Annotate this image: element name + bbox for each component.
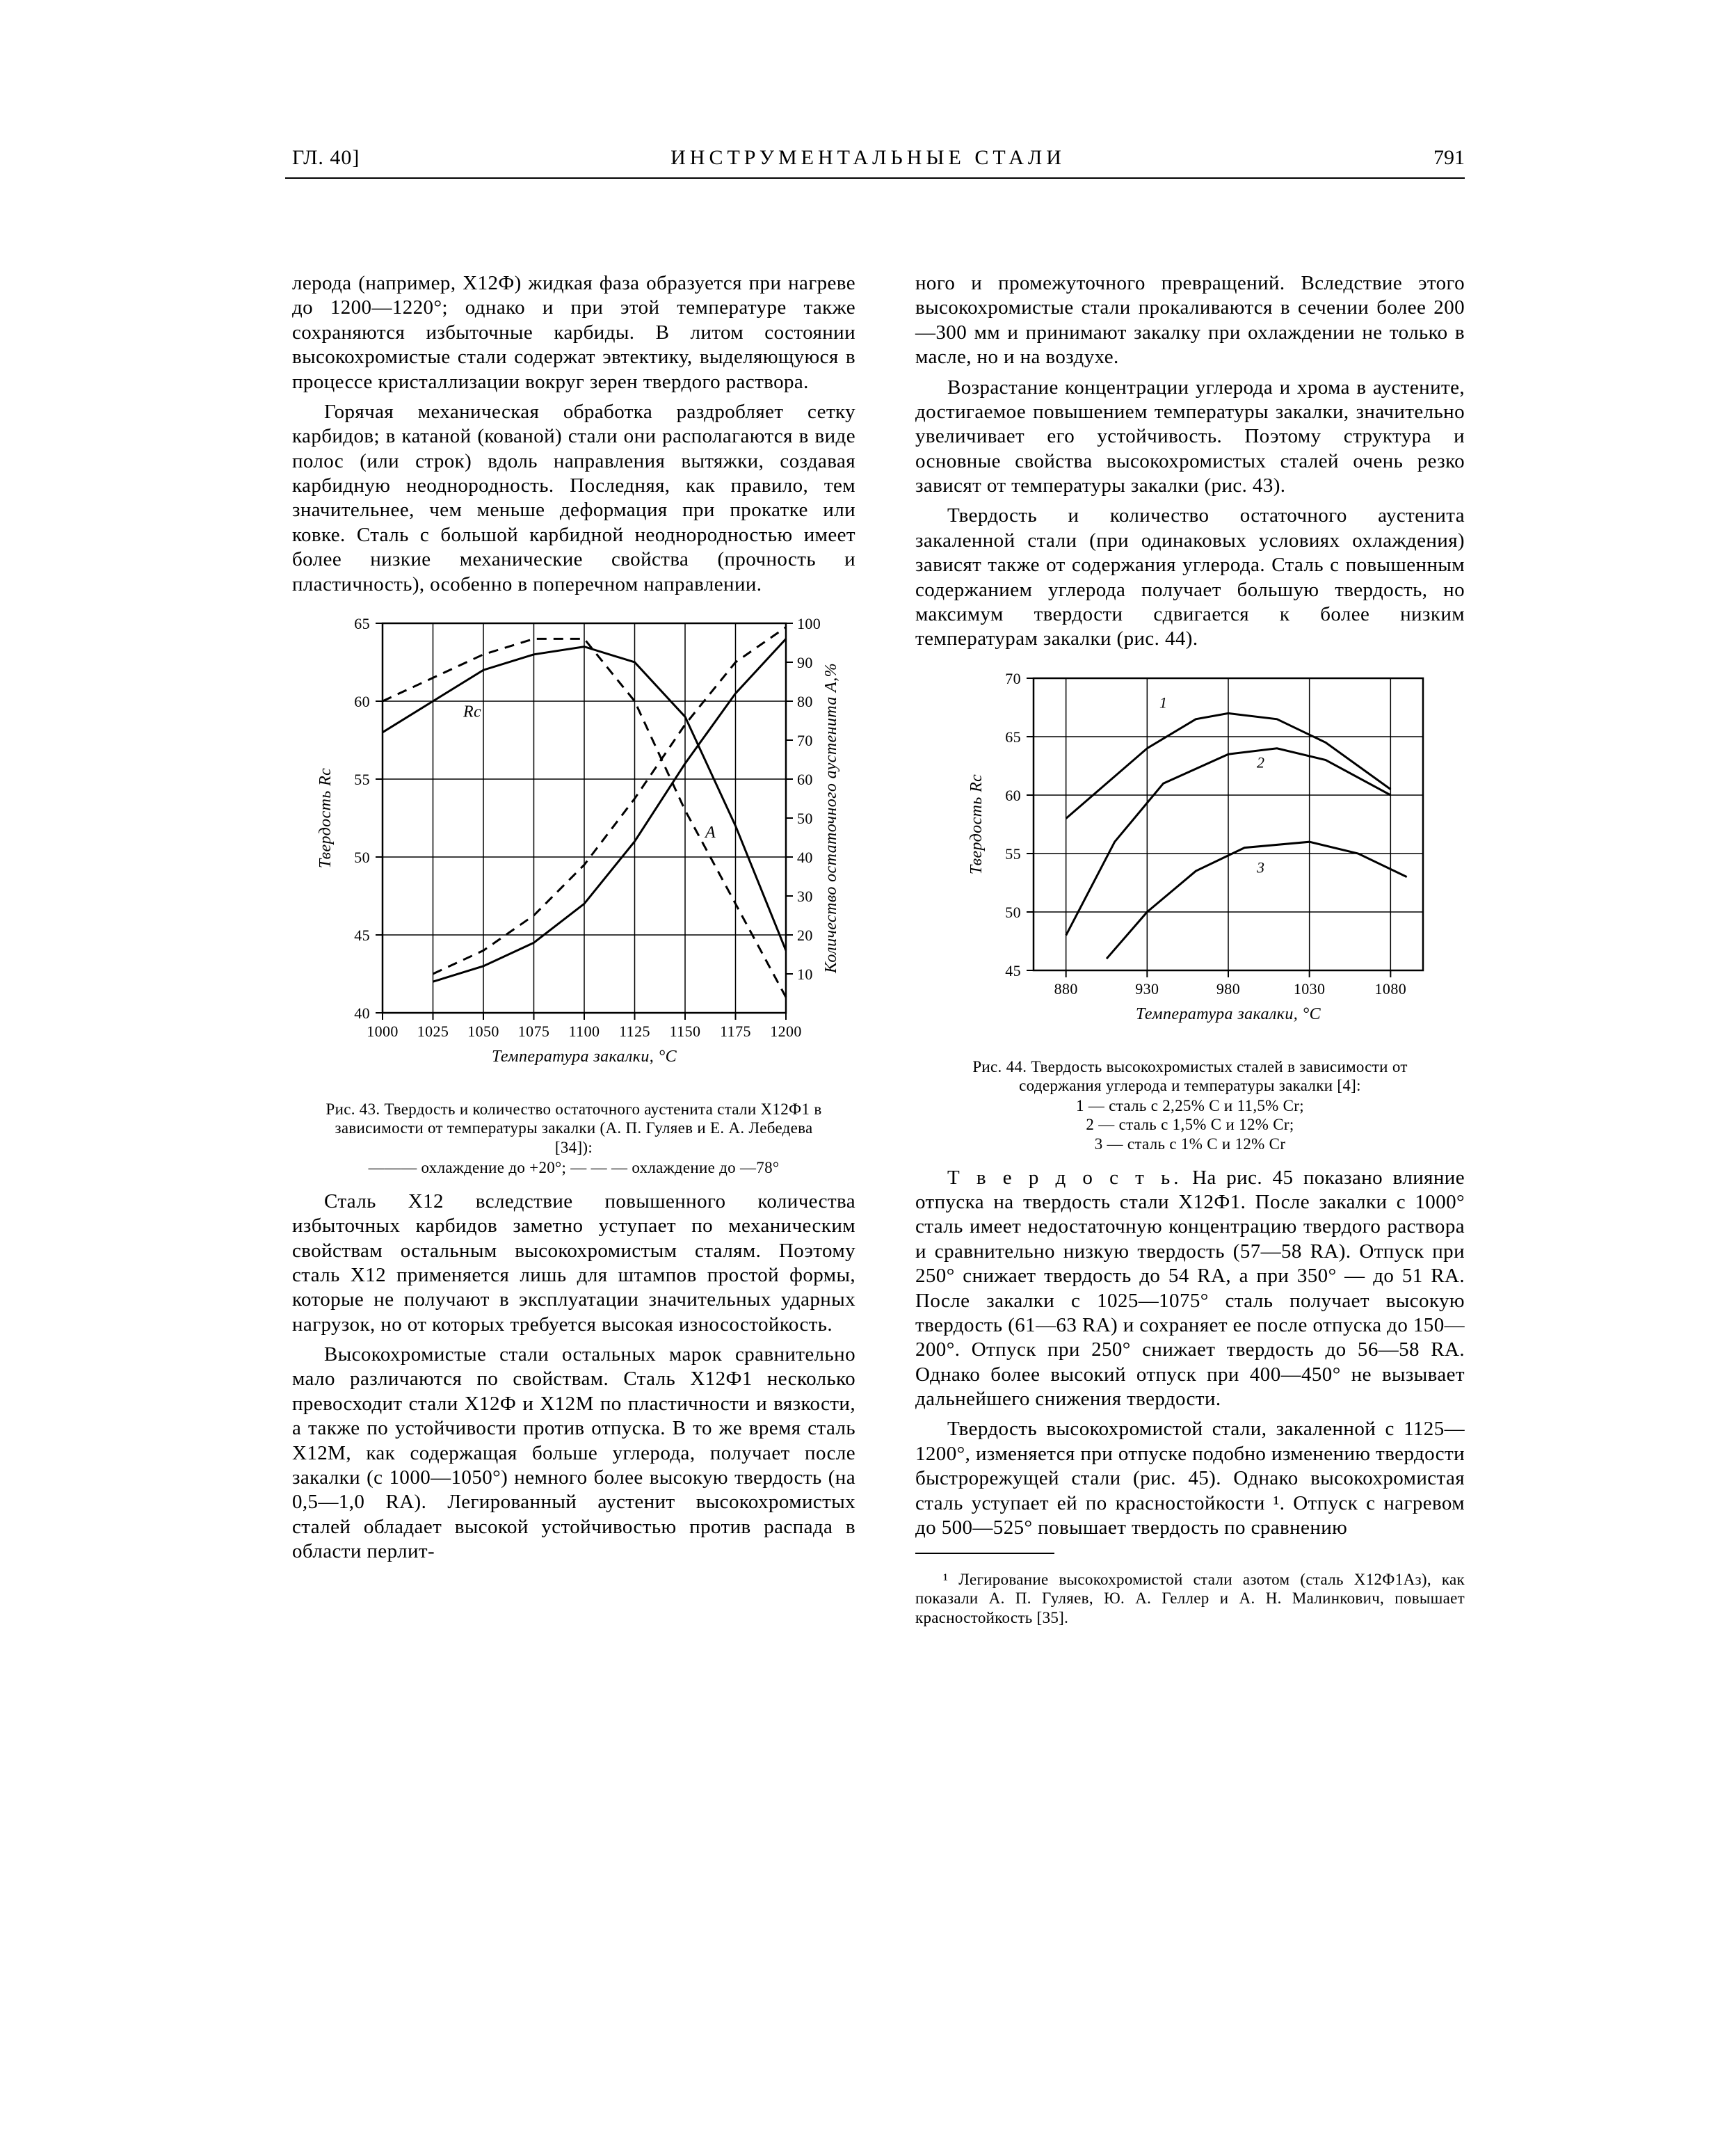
header-title: ИНСТРУМЕНТАЛЬНЫЕ СТАЛИ bbox=[0, 146, 1736, 170]
svg-text:70: 70 bbox=[797, 732, 813, 749]
para-r4-body: На рис. 45 показано влияние отпуска на т… bbox=[915, 1167, 1465, 1410]
svg-text:1030: 1030 bbox=[1294, 980, 1326, 998]
svg-text:1075: 1075 bbox=[518, 1023, 550, 1040]
legend-43: ——— охлаждение до +20°; — — — охлаждение… bbox=[320, 1158, 828, 1177]
svg-text:60: 60 bbox=[354, 693, 370, 710]
svg-text:Твердость Rc: Твердость Rc bbox=[967, 774, 986, 874]
header-page-number: 791 bbox=[1433, 146, 1465, 170]
svg-text:1050: 1050 bbox=[467, 1023, 499, 1040]
right-column: ного и промежуточного превращений. Вслед… bbox=[915, 271, 1465, 2063]
header-rule bbox=[285, 177, 1465, 179]
legend-44-line: 3 — сталь с 1% C и 12% Cr bbox=[943, 1135, 1437, 1153]
svg-text:55: 55 bbox=[1005, 845, 1021, 863]
caption-43: Рис. 43. Твердость и количество остаточн… bbox=[320, 1100, 828, 1156]
footnote-rule bbox=[915, 1553, 1054, 1554]
para-r5: Твердость высокохромистой стали, закален… bbox=[915, 1417, 1465, 1540]
svg-text:2: 2 bbox=[1257, 753, 1264, 771]
svg-text:Количество остаточного аустени: Количество остаточного аустенита А,% bbox=[822, 663, 840, 974]
svg-text:20: 20 bbox=[797, 927, 813, 944]
svg-text:1: 1 bbox=[1159, 694, 1167, 711]
svg-text:10: 10 bbox=[797, 966, 813, 983]
svg-text:100: 100 bbox=[797, 615, 821, 632]
legend-44-line: 2 — сталь с 1,5% C и 12% Cr; bbox=[943, 1115, 1437, 1134]
svg-text:80: 80 bbox=[797, 693, 813, 710]
chart-43-svg: 100010251050107511001125115011751200Темп… bbox=[292, 602, 855, 1089]
svg-text:1125: 1125 bbox=[619, 1023, 650, 1040]
svg-text:880: 880 bbox=[1054, 980, 1078, 998]
chart-44: 880 930 980 1030 1080 Температура закалки, °C… bbox=[915, 657, 1465, 1053]
legend-44: 1 — сталь с 2,25% C и 11,5% Cr;2 — сталь… bbox=[943, 1096, 1437, 1153]
columns: лерода (например, Х12Ф) жидкая фаза обра… bbox=[292, 271, 1465, 2063]
chart-43: 100010251050107511001125115011751200Темп… bbox=[292, 602, 855, 1096]
para-l4: Высокохромистые стали остальных марок ср… bbox=[292, 1343, 855, 1564]
svg-text:1150: 1150 bbox=[670, 1023, 701, 1040]
para-r3: Твердость и количество остаточного аусте… bbox=[915, 504, 1465, 651]
svg-text:Температура закалки, °C: Температура закалки, °C bbox=[492, 1048, 677, 1066]
svg-text:Твердость Rc: Твердость Rc bbox=[316, 768, 335, 868]
svg-text:1100: 1100 bbox=[569, 1023, 600, 1040]
svg-text:90: 90 bbox=[797, 654, 813, 671]
svg-text:60: 60 bbox=[797, 771, 813, 788]
para-r4-lead: Т в е р д о с т ь. bbox=[947, 1167, 1182, 1189]
svg-text:1175: 1175 bbox=[720, 1023, 751, 1040]
para-l2: Горячая механическая обработка раздробля… bbox=[292, 400, 855, 597]
svg-text:50: 50 bbox=[354, 849, 370, 866]
svg-text:50: 50 bbox=[1005, 904, 1021, 921]
svg-text:1025: 1025 bbox=[417, 1023, 449, 1040]
svg-text:65: 65 bbox=[354, 615, 370, 632]
svg-text:30: 30 bbox=[797, 888, 813, 905]
page: ГЛ. 40] ИНСТРУМЕНТАЛЬНЫЕ СТАЛИ 791 лерод… bbox=[0, 0, 1736, 2146]
svg-text:A: A bbox=[704, 824, 716, 842]
svg-text:50: 50 bbox=[797, 810, 813, 827]
chart-44-svg: 880 930 980 1030 1080 Температура закалки, °C… bbox=[915, 657, 1465, 1047]
legend-44-line: 1 — сталь с 2,25% C и 11,5% Cr; bbox=[943, 1096, 1437, 1115]
para-l1: лерода (например, Х12Ф) жидкая фаза обра… bbox=[292, 271, 855, 394]
svg-text:45: 45 bbox=[354, 927, 370, 944]
svg-text:Температура закалки, °C: Температура закалки, °C bbox=[1136, 1005, 1321, 1023]
svg-text:40: 40 bbox=[354, 1004, 370, 1022]
caption-44: Рис. 44. Твердость высокохромистых стале… bbox=[943, 1057, 1437, 1095]
svg-text:40: 40 bbox=[797, 849, 813, 866]
svg-text:930: 930 bbox=[1135, 980, 1159, 998]
svg-text:55: 55 bbox=[354, 771, 370, 788]
svg-text:1080: 1080 bbox=[1375, 980, 1407, 998]
svg-text:65: 65 bbox=[1005, 728, 1021, 746]
svg-text:1200: 1200 bbox=[770, 1023, 802, 1040]
para-r2: Возрастание концентрации углерода и хром… bbox=[915, 376, 1465, 499]
svg-text:60: 60 bbox=[1005, 787, 1021, 804]
svg-text:70: 70 bbox=[1005, 670, 1021, 687]
svg-text:Rc: Rc bbox=[463, 703, 481, 721]
para-l3: Сталь Х12 вследствие повышенного количес… bbox=[292, 1190, 855, 1337]
svg-text:3: 3 bbox=[1256, 858, 1264, 876]
svg-text:1000: 1000 bbox=[367, 1023, 399, 1040]
svg-text:980: 980 bbox=[1216, 980, 1240, 998]
para-r4: Т в е р д о с т ь. На рис. 45 показано в… bbox=[915, 1166, 1465, 1412]
para-r1: ного и промежуточного превращений. Вслед… bbox=[915, 271, 1465, 370]
svg-text:45: 45 bbox=[1005, 962, 1021, 979]
left-column: лерода (например, Х12Ф) жидкая фаза обра… bbox=[292, 271, 855, 2063]
footnote-1: ¹ Легирование высокохромистой стали азот… bbox=[915, 1570, 1465, 1626]
